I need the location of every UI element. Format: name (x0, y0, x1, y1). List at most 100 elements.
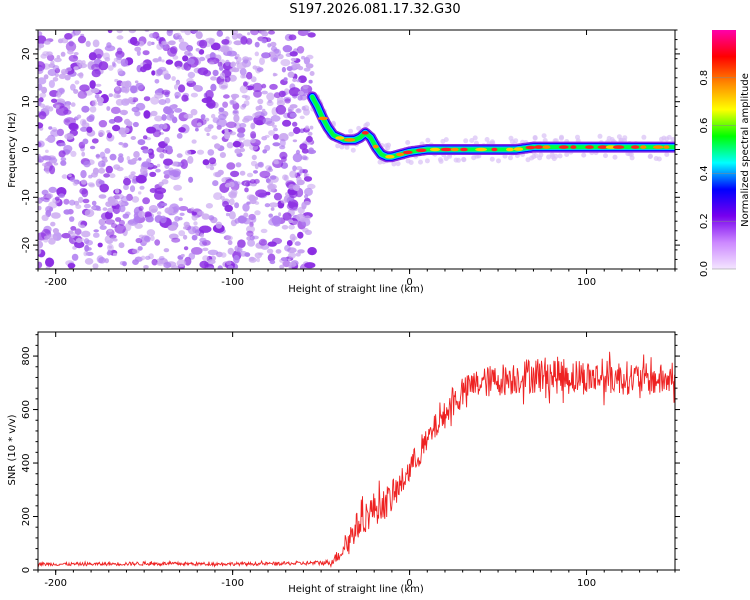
spectrogram-noise-blob (38, 248, 42, 255)
spectrogram-noise-blob (63, 209, 71, 215)
spectrogram-noise-blob (190, 108, 198, 116)
spectrogram-noise-blob (247, 32, 251, 36)
spectrogram-noise-blob (264, 203, 271, 208)
spectrogram-noise-blob (297, 249, 305, 254)
spectrogram-noise-blob (247, 239, 256, 247)
spectrogram-noise-blob (126, 120, 133, 127)
colorbar-tick-label: 0.8 (699, 70, 710, 86)
spectrogram-noise-blob (223, 94, 230, 99)
spectrogram-ridge-halo (603, 153, 608, 159)
spectrogram-noise-blob (196, 122, 202, 127)
spectrogram-noise-blob (302, 84, 309, 90)
spectrogram-noise-blob (195, 127, 199, 132)
spectrogram-noise-blob (152, 129, 161, 138)
spectrogram-noise-blob (58, 73, 66, 80)
spectrogram-noise-blob (135, 237, 143, 244)
spectrogram-noise-blob (264, 144, 271, 152)
spectrogram-noise-blob (200, 114, 206, 120)
spectrogram-noise-blob (287, 258, 291, 262)
spectrogram-noise-blob (306, 135, 313, 143)
spectrogram-noise-blob (266, 100, 274, 107)
spectrogram-noise-blob (133, 151, 140, 158)
spectrogram-noise-blob (38, 77, 47, 85)
spectrogram-noise-blob (58, 193, 65, 198)
spectrogram-noise-blob (143, 96, 151, 102)
spectrogram-ridge-halo (363, 123, 369, 128)
spectrogram-noise-blob (132, 121, 139, 128)
colorbar-scale (712, 30, 736, 269)
spectrogram-noise-blob (134, 46, 142, 52)
spectrogram-noise-blob (182, 55, 189, 62)
spectrogram-noise-blob (220, 252, 227, 258)
spectrogram-noise-blob (286, 202, 299, 211)
spectrogram-noise-blob (63, 109, 72, 115)
colorbar-tick-label: 0.0 (699, 261, 710, 277)
spectrogram-noise-blob (166, 30, 174, 34)
spectrogram-noise-blob (75, 238, 83, 243)
spectrogram-ridge-peak (317, 116, 328, 121)
spectrogram-noise-blob (156, 261, 164, 266)
spectrogram-ridge-peak (612, 145, 625, 149)
spectrogram-noise-blob (168, 169, 179, 176)
spectrogram-noise-blob (131, 158, 137, 164)
spectrogram-noise-blob (195, 31, 203, 39)
spectrogram-noise-blob (81, 151, 86, 157)
spectrogram-noise-blob (272, 124, 277, 128)
spectrogram-noise-blob (301, 155, 308, 160)
spectrogram-noise-blob (158, 181, 164, 187)
spectrogram-noise-blob (45, 193, 54, 199)
spectrogram-noise-blob (171, 237, 181, 243)
spectrogram-ridge-peak (361, 131, 369, 135)
spectrogram-noise-blob (256, 67, 264, 72)
spectrogram-noise-blob (92, 167, 99, 175)
spectrogram-noise-blob (132, 248, 140, 254)
spectrogram-noise-blob (171, 265, 179, 269)
spectrogram-noise-blob (267, 43, 272, 48)
spectrogram-noise-blob (181, 94, 189, 102)
spectrogram-ridge-halo (447, 153, 453, 159)
spectrogram-noise-blob (230, 62, 234, 67)
spectrogram-noise-blob (246, 71, 253, 80)
spectrogram-ridge-halo (509, 139, 515, 145)
spectrogram-ridge-halo (356, 125, 362, 131)
spectrogram-noise-blob (224, 204, 233, 212)
snr-plot-area (38, 332, 675, 570)
spectrogram-noise-blob (106, 130, 111, 134)
spectrogram-noise-blob (130, 136, 136, 140)
spectrogram-ridge-halo (463, 138, 469, 144)
spectrogram-noise-blob (107, 243, 114, 252)
spectrogram-noise-blob (227, 240, 233, 246)
spectrogram-noise-blob (218, 107, 225, 113)
spectrogram-noise-blob (146, 158, 152, 163)
spectrogram-noise-blob (304, 229, 312, 235)
spectrogram-noise-blob (144, 211, 152, 218)
spectrogram-noise-blob (202, 255, 210, 262)
spectrogram-noise-blob (91, 63, 101, 72)
spectrogram-noise-blob (207, 149, 215, 156)
spectrogram-noise-blob (292, 236, 298, 241)
spectrogram-noise-blob (114, 188, 120, 194)
spectrogram-noise-blob (113, 116, 123, 123)
spectrogram-noise-blob (281, 156, 287, 163)
spectrogram-noise-blob (178, 127, 186, 133)
spectrogram-noise-blob (156, 43, 163, 50)
spectrogram-noise-blob (197, 211, 205, 216)
spectrogram-noise-blob (92, 99, 97, 107)
spectrogram-ridge-peak (597, 145, 609, 149)
spectrogram-ridge-halo (622, 135, 628, 141)
spectrogram-noise-blob (288, 252, 296, 259)
spectrogram-noise-blob (245, 181, 250, 187)
spectrogram-noise-blob (292, 153, 303, 163)
spectrogram-noise-blob (98, 194, 107, 199)
spectrogram-noise-blob (309, 71, 315, 76)
spectrogram-noise-blob (230, 170, 240, 178)
spectrogram-noise-blob (260, 228, 268, 234)
spectrogram-ridge-layer (306, 91, 675, 167)
spectrogram-noise-blob (74, 228, 82, 235)
spectrogram-noise-blob (39, 103, 46, 108)
spectrogram-noise-blob (292, 78, 297, 83)
spectrogram-noise-blob (190, 207, 195, 212)
spectrogram-noise-blob (61, 232, 71, 239)
spectrogram-noise-blob (238, 216, 248, 223)
spectrogram-noise-blob (119, 109, 128, 116)
